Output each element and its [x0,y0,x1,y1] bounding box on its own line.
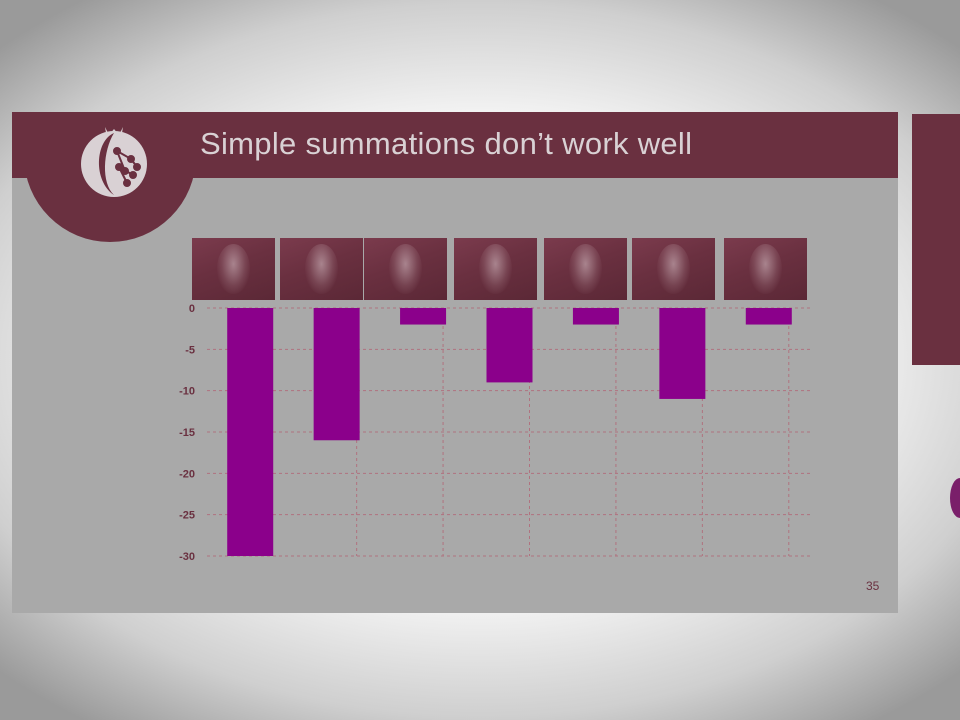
y-tick-label: -30 [179,551,195,563]
face-thumbnail-image [632,238,715,300]
bar [400,308,447,325]
bar [486,308,533,383]
y-tick-label: 0 [189,303,195,315]
face-thumbnail-image [280,238,363,300]
bar [572,308,619,325]
next-slide-edge [912,114,960,365]
neural-pomegranate-logo-icon [81,127,147,197]
slide-title: Simple summations don’t work well [200,126,693,161]
face-thumbnail-image [192,238,275,300]
y-tick-label: -5 [185,344,195,356]
y-tick-label: -20 [179,468,195,480]
y-tick-label: -25 [179,510,195,522]
slide-number: 35 [866,579,880,593]
face-thumbnail-image [724,238,807,300]
face-thumbnail-image [544,238,627,300]
next-slide-accent [950,478,960,518]
bar [745,308,792,325]
bar [313,308,360,441]
logo-badge [24,112,196,242]
face-thumbnail-image [454,238,537,300]
bar-chart: 0 -5 -10 -15 -20 -25 -30 [179,303,812,563]
bar [659,308,706,399]
face-thumbnail-image [364,238,447,300]
y-tick-label: -15 [179,427,195,439]
bar [227,308,274,556]
y-tick-label: -10 [179,386,195,398]
slide: Simple summations don’t work well 0 -5 -10… [12,112,898,613]
